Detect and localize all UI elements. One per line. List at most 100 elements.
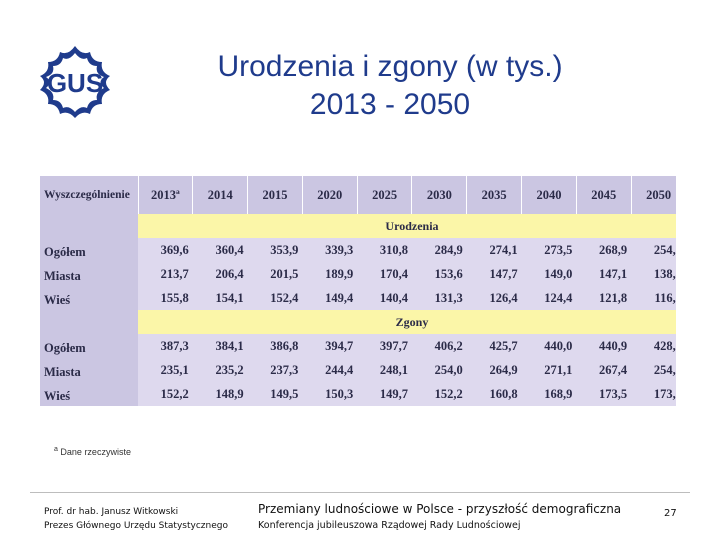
title-line-1: Urodzenia i zgony (w tys.): [217, 50, 563, 83]
footer-divider: [30, 492, 690, 493]
table-cell: 254,5: [631, 358, 676, 382]
table-cell: 154,1: [192, 286, 248, 310]
table-cell: 155,8: [138, 286, 193, 310]
table-cell: 273,5: [521, 238, 577, 262]
section-row: Zgony: [40, 310, 676, 334]
table-cell: 201,5: [247, 262, 303, 286]
table-cell: 150,3: [302, 382, 358, 406]
footer-author-role: Prezes Głównego Urzędu Statystycznego: [44, 521, 228, 531]
table-cell: 235,2: [192, 358, 248, 382]
section-title: Zgony: [138, 310, 676, 334]
year-header: 2014: [192, 176, 249, 214]
table-row: Miasta 213,7 206,4 201,5 189,9 170,4 153…: [40, 262, 676, 286]
row-label: Miasta: [40, 262, 138, 286]
footer-talk-title: Przemiany ludnościowe w Polsce - przyszł…: [258, 502, 622, 516]
year-header: 2040: [521, 176, 577, 214]
table-cell: 394,7: [302, 334, 358, 358]
table-cell: 152,4: [247, 286, 303, 310]
table-cell: 274,1: [466, 238, 522, 262]
section-title: Urodzenia: [138, 214, 676, 238]
table-cell: 268,9: [576, 238, 632, 262]
table-cell: 406,2: [411, 334, 467, 358]
table-cell: 153,6: [411, 262, 467, 286]
table-cell: 387,3: [138, 334, 193, 358]
row-label: Miasta: [40, 358, 138, 382]
year-header: 2050: [631, 176, 676, 214]
year-header: 2045: [576, 176, 632, 214]
table-cell: 170,4: [357, 262, 412, 286]
table-cell: 147,7: [466, 262, 522, 286]
table-cell: 360,4: [192, 238, 248, 262]
year-header: 2020: [302, 176, 358, 214]
table-cell: 384,1: [192, 334, 248, 358]
table-row: Wieś 155,8 154,1 152,4 149,4 140,4 131,3…: [40, 286, 676, 310]
table-cell: 160,8: [466, 382, 522, 406]
table-cell: 149,4: [302, 286, 358, 310]
table-cell: 425,7: [466, 334, 522, 358]
table-cell: 131,3: [411, 286, 467, 310]
row-label: Ogółem: [40, 238, 138, 262]
table-cell: 149,0: [521, 262, 577, 286]
table-cell: 149,7: [357, 382, 412, 406]
section-row: Urodzenia: [40, 214, 676, 238]
year-header: 2013ª: [138, 176, 194, 214]
table-cell: 248,1: [357, 358, 412, 382]
footer-author: Prof. dr hab. Janusz Witkowski: [44, 507, 179, 517]
table-cell: 264,9: [466, 358, 522, 382]
births-deaths-table: Wyszczególnienie 2013ª 2014 2015 2020 20…: [40, 176, 676, 432]
table-row: Wieś 152,2 148,9 149,5 150,3 149,7 152,2…: [40, 382, 676, 406]
table-cell: 189,9: [302, 262, 358, 286]
gus-logo: GUS: [30, 44, 120, 120]
table-cell: 126,4: [466, 286, 522, 310]
footer-author-block: Prof. dr hab. Janusz Witkowski Prezes Gł…: [44, 505, 228, 533]
table-cell: 397,7: [357, 334, 412, 358]
table-cell: 310,8: [357, 238, 412, 262]
table-cell: 152,2: [411, 382, 467, 406]
table-cell: 124,4: [521, 286, 577, 310]
footer-conference: Konferencja jubileuszowa Rządowej Rady L…: [258, 520, 521, 531]
table-cell: 148,9: [192, 382, 248, 406]
table-cell: 138,4: [631, 262, 676, 286]
footnote-marker: a: [54, 446, 58, 453]
row-label: Wieś: [40, 286, 138, 310]
table-cell: 168,9: [521, 382, 577, 406]
page-number: 27: [664, 508, 677, 519]
table-cell: 121,8: [576, 286, 632, 310]
footnote-text: Dane rzeczywiste: [60, 447, 131, 457]
table-cell: 339,3: [302, 238, 358, 262]
table-cell: 386,8: [247, 334, 303, 358]
table-cell: 440,0: [521, 334, 577, 358]
table-cell: 152,2: [138, 382, 193, 406]
table-row: Ogółem 387,3 384,1 386,8 394,7 397,7 406…: [40, 334, 676, 358]
table-header-row: Wyszczególnienie 2013ª 2014 2015 2020 20…: [40, 176, 676, 214]
row-label: Wieś: [40, 382, 138, 406]
table-cell: 235,1: [138, 358, 193, 382]
header-label: Wyszczególnienie: [40, 176, 139, 214]
year-header: 2025: [357, 176, 413, 214]
year-header: 2035: [466, 176, 523, 214]
table-cell: 267,4: [576, 358, 632, 382]
table-cell: 440,9: [576, 334, 632, 358]
table-row: Miasta 235,1 235,2 237,3 244,4 248,1 254…: [40, 358, 676, 382]
table-cell: 206,4: [192, 262, 248, 286]
table-cell: 237,3: [247, 358, 303, 382]
table-row: Ogółem 369,6 360,4 353,9 339,3 310,8 284…: [40, 238, 676, 262]
table-cell: 116,3: [631, 286, 676, 310]
table-cell: 244,4: [302, 358, 358, 382]
table-cell: 140,4: [357, 286, 412, 310]
table-cell: 254,7: [631, 238, 676, 262]
table-cell: 147,1: [576, 262, 632, 286]
table-cell: 271,1: [521, 358, 577, 382]
slide-title: Urodzenia i zgony (w tys.) 2013 - 2050: [150, 48, 630, 124]
gus-logo-text: GUS: [47, 68, 103, 98]
year-header: 2015: [247, 176, 303, 214]
footnote: a Dane rzeczywiste: [54, 446, 131, 457]
footer-talk-block: Przemiany ludnościowe w Polsce - przyszł…: [258, 500, 621, 534]
table-cell: 254,0: [411, 358, 467, 382]
table-cell: 353,9: [247, 238, 303, 262]
table-cell: 284,9: [411, 238, 467, 262]
table-cell: 213,7: [138, 262, 193, 286]
title-line-2: 2013 - 2050: [309, 88, 471, 121]
table-cell: 428,3: [631, 334, 676, 358]
year-header: 2030: [411, 176, 468, 214]
